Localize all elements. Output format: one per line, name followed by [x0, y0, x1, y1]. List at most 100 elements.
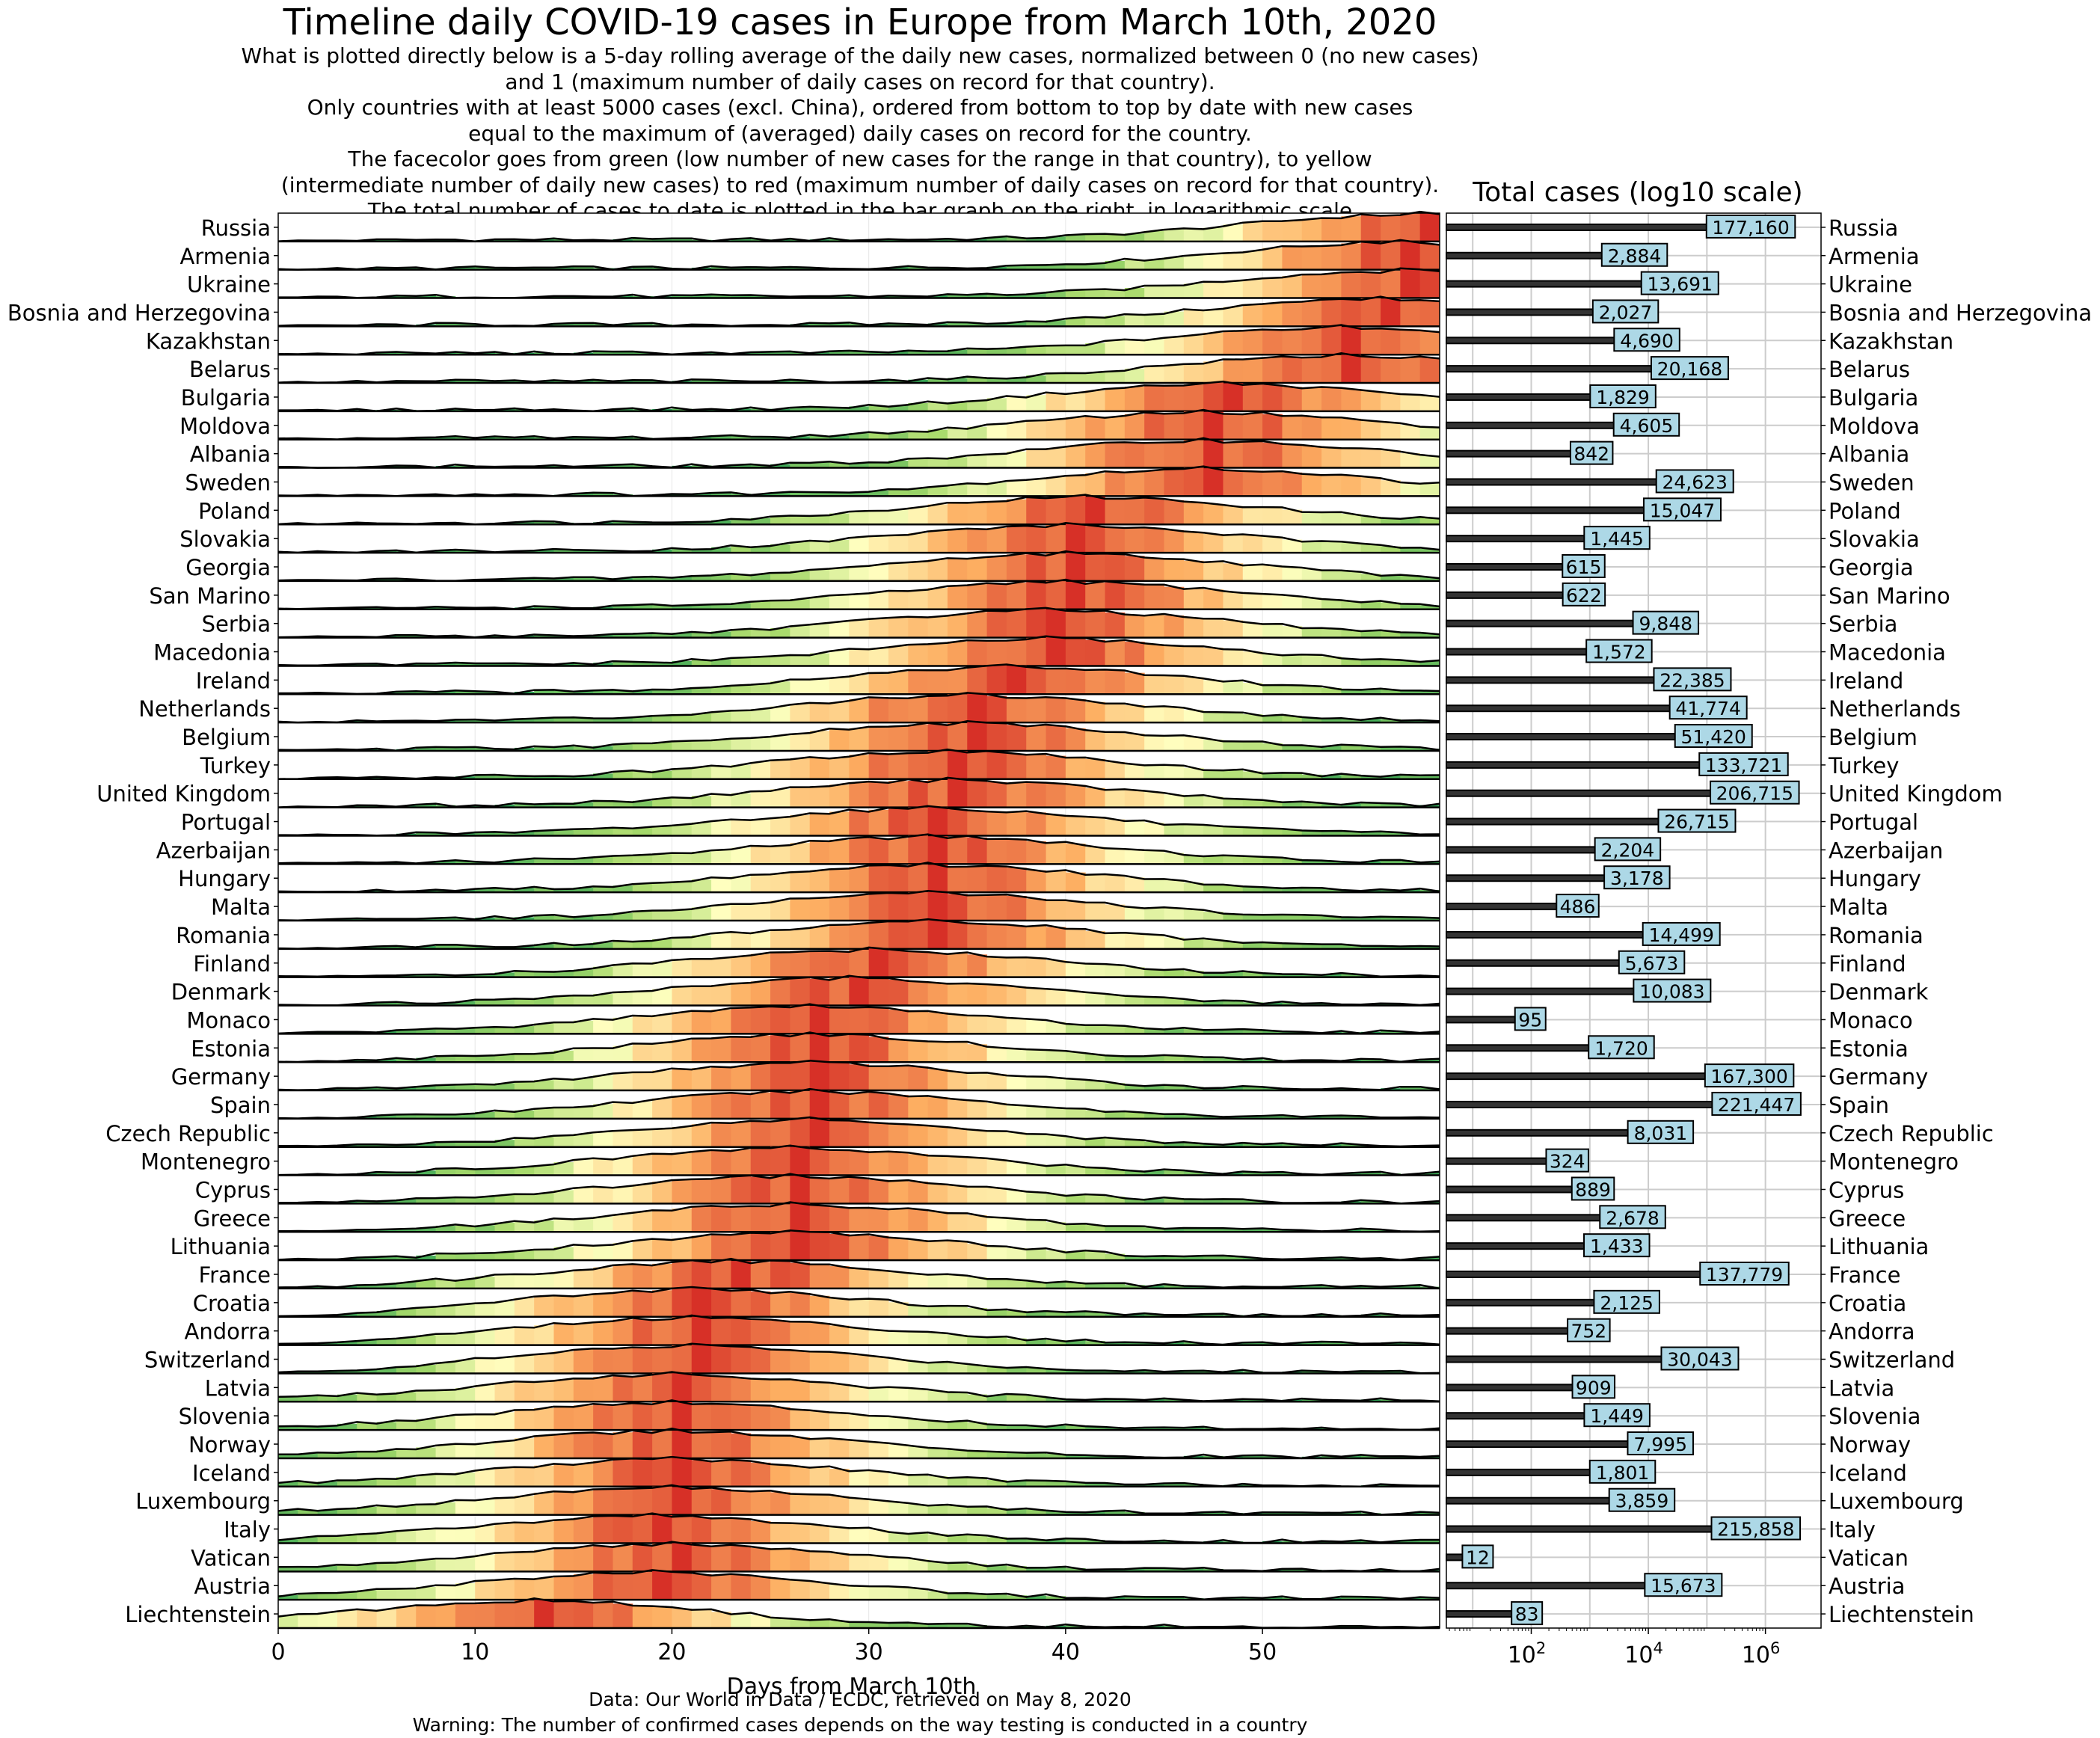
ridge-cell	[494, 805, 515, 808]
ridge-latvia	[277, 1371, 1440, 1403]
ridge-cell	[731, 820, 752, 836]
ridge-cell	[435, 720, 456, 723]
ridge-cell	[1400, 833, 1421, 836]
ridge-cell	[1360, 1031, 1381, 1034]
ridge-cell	[731, 1176, 752, 1204]
ridge-albania	[277, 437, 1440, 469]
ridge-cell	[652, 1515, 672, 1544]
chart-footer: Data: Our World in Data / ECDC, retrieve…	[0, 1687, 1720, 1738]
ridge-cell	[435, 1528, 456, 1544]
ridge-cell	[396, 295, 417, 298]
ridge-cell	[1282, 1512, 1303, 1515]
subtitle-line-3: Only countries with at least 5000 cases …	[307, 95, 1413, 120]
ridge-cell	[514, 578, 535, 581]
ridge-cell	[1085, 1399, 1106, 1402]
ridge-cell	[593, 1019, 613, 1034]
ridge-moldova	[277, 408, 1440, 440]
ridge-cell	[1183, 1056, 1204, 1063]
ridge-cell	[1381, 393, 1401, 411]
ridge-cell	[1381, 518, 1401, 525]
value-label-box	[1593, 1289, 1660, 1314]
ridge-cell	[1124, 907, 1145, 921]
ridge-cell	[1026, 293, 1047, 298]
ridge-slovakia	[277, 522, 1440, 554]
ridge-cell	[790, 1580, 811, 1600]
ridge-cell	[731, 933, 752, 949]
ridge-cell	[750, 903, 771, 921]
ridge-cell	[1183, 1342, 1204, 1345]
ridge-cell	[652, 939, 672, 949]
ridge-cell	[1026, 265, 1047, 270]
ridge-cell	[1400, 1512, 1421, 1515]
ridge-cell	[1183, 971, 1204, 977]
country-label-right: Romania	[1829, 923, 1924, 948]
ridge-cell	[1026, 608, 1047, 638]
ridge-cell	[1164, 586, 1185, 609]
ridge-cell	[849, 1387, 870, 1402]
ridge-cell	[1124, 260, 1145, 270]
ridge-cell	[809, 407, 830, 411]
ridge-cell	[849, 1528, 870, 1544]
ridge-cell	[1026, 1395, 1047, 1402]
ridge-cell	[986, 237, 1007, 242]
ridge-cell	[711, 1574, 731, 1600]
ridge-cell	[396, 1392, 417, 1402]
ridge-cell	[829, 897, 850, 921]
ridge-cell	[1301, 357, 1322, 384]
value-label-box	[1461, 1544, 1494, 1569]
ridge-cell	[534, 998, 555, 1006]
ridge-cell	[691, 295, 712, 298]
ridge-cell	[1223, 383, 1244, 411]
ridge-cell	[1321, 1286, 1342, 1289]
ridge-cell	[1419, 331, 1440, 355]
ridge-cell	[455, 1387, 476, 1402]
ridge-cell	[809, 870, 830, 893]
ridge-cell	[1341, 601, 1362, 609]
ridge-cell	[1400, 330, 1421, 355]
bar	[1446, 1468, 1606, 1476]
ridge-cell	[1144, 1198, 1164, 1204]
ridge-cell	[868, 462, 889, 468]
ridge-cell	[888, 460, 909, 468]
ridge-cell	[337, 1370, 357, 1374]
ridge-cell	[888, 1152, 909, 1176]
country-label: France	[199, 1262, 271, 1288]
ridge-cell	[888, 1557, 909, 1572]
ridge-cell	[1183, 335, 1204, 355]
ridge-cell	[1381, 602, 1401, 609]
ridge-cell	[1381, 719, 1401, 723]
ridge-cell	[1262, 654, 1283, 666]
ridge-cell	[612, 239, 633, 242]
ridge-cell	[1223, 712, 1244, 723]
ridge-cell	[731, 1290, 752, 1317]
ridge-cell	[1301, 915, 1322, 921]
ridge-outline	[277, 1003, 1440, 1035]
ridge-cell	[750, 629, 771, 638]
ridge-cell	[652, 267, 672, 270]
ridge-cell	[1006, 1452, 1027, 1458]
ridge-outline	[277, 352, 1440, 384]
ridge-cell	[731, 1037, 752, 1063]
country-label: Estonia	[191, 1036, 271, 1061]
ridge-cell	[416, 691, 437, 695]
ridge-cell	[1400, 357, 1421, 384]
ridge-cell	[396, 1505, 417, 1515]
ridge-cell	[514, 1054, 535, 1063]
ridge-cell	[967, 1336, 988, 1345]
ridge-cell	[1301, 1398, 1322, 1402]
ridge-cell	[750, 494, 771, 497]
ridge-cell	[1341, 974, 1362, 977]
ridge-cell	[416, 1227, 437, 1232]
ridge-cell	[731, 1518, 752, 1544]
value-label: 22,385	[1660, 669, 1725, 691]
ridge-cell	[1105, 1197, 1126, 1204]
ridge-cell	[455, 1225, 476, 1232]
ridge-cell	[534, 944, 555, 949]
ridge-cell	[711, 877, 731, 893]
ridge-cell	[1065, 638, 1086, 666]
ridge-cell	[455, 1472, 476, 1487]
ridge-cell	[1085, 526, 1106, 553]
ridge-cell	[947, 1624, 968, 1628]
ridge-cell	[770, 572, 790, 581]
ridge-cell	[652, 1402, 672, 1431]
